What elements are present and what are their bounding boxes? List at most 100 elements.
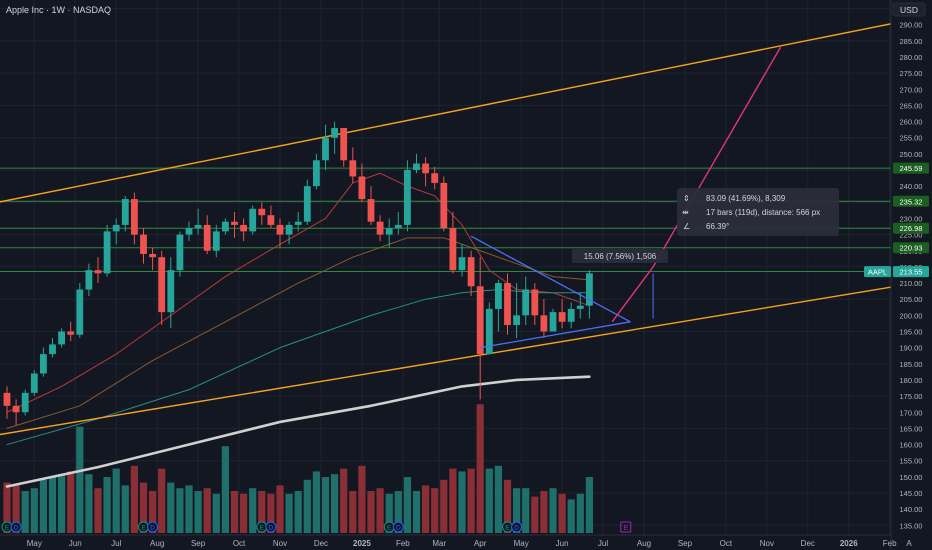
moving-average-ma_200 xyxy=(5,375,591,488)
dividend-marker xyxy=(265,521,277,533)
candle-body xyxy=(431,173,439,183)
measure-range-icon: ⇕ xyxy=(683,194,690,203)
price-tick-label: 280.00 xyxy=(900,53,923,62)
candle-body xyxy=(531,289,539,316)
candle-body xyxy=(194,224,202,229)
price-tag: 213.55 xyxy=(900,268,923,277)
volume-bar xyxy=(585,477,593,533)
trend-channel[interactable] xyxy=(0,14,932,436)
candle-body xyxy=(385,228,393,235)
volume-bar xyxy=(3,482,11,533)
volume-bar xyxy=(494,465,502,533)
time-tick-label: Nov xyxy=(273,539,287,548)
volume-bar xyxy=(203,488,211,533)
time-tick-label: May xyxy=(514,539,529,548)
candle-body xyxy=(258,208,266,216)
volume-bar xyxy=(331,474,339,533)
chart-title: Apple Inc · 1W · NASDAQ xyxy=(6,5,111,15)
level-label-bg xyxy=(893,242,929,254)
earnings-marker-label: E xyxy=(387,525,392,532)
projection-path xyxy=(611,46,782,323)
price-tag-bg xyxy=(893,266,929,278)
candle-body xyxy=(358,176,366,200)
triangle-pattern[interactable] xyxy=(470,235,631,349)
candle-body xyxy=(440,182,448,229)
price-tick-label: 195.00 xyxy=(900,328,923,337)
volume-bar xyxy=(376,488,384,533)
volume-bar xyxy=(103,477,111,533)
time-tick-label: Feb xyxy=(883,539,897,548)
symbol-tag: AAPL xyxy=(868,268,887,277)
volume-bar xyxy=(285,493,293,533)
time-tick-label: Jul xyxy=(598,539,608,548)
price-tick-label: 145.00 xyxy=(900,489,923,498)
volume-bar xyxy=(394,491,402,533)
last-price-tag: AAPL 213.55 xyxy=(864,266,929,278)
grid xyxy=(0,0,891,535)
candle-body xyxy=(576,305,584,309)
level-label-bg xyxy=(893,162,929,174)
volume-bar xyxy=(149,491,157,533)
volume-bar xyxy=(167,482,175,533)
volume-bar xyxy=(12,485,20,533)
volume-bar xyxy=(485,468,493,533)
candle-body xyxy=(322,137,329,161)
time-tick-label: Sep xyxy=(678,539,693,548)
candle-body xyxy=(167,270,175,313)
time-tick-label: Jun xyxy=(556,539,569,548)
volume-bar xyxy=(549,488,557,533)
auto-scale-button[interactable]: A xyxy=(906,539,912,548)
volume-bar xyxy=(367,491,375,533)
candle-body xyxy=(222,221,229,232)
earnings-marker-label: E xyxy=(623,525,628,532)
candle-body xyxy=(467,257,475,287)
volume-bar xyxy=(458,471,466,533)
candle-body xyxy=(513,315,520,326)
time-axis[interactable]: May Jun Jul Aug Sep Oct Nov Dec 2025 Feb Mar Apr May… xyxy=(27,539,897,548)
price-tick-label: 155.00 xyxy=(900,457,923,466)
candle-body xyxy=(185,228,193,235)
measure-box xyxy=(677,188,839,236)
candle-body xyxy=(140,234,147,254)
volume-bar xyxy=(467,468,475,533)
candle-body xyxy=(485,308,493,355)
currency-badge[interactable]: USD xyxy=(900,5,918,15)
dividend-marker xyxy=(147,521,159,533)
price-tick-label: 175.00 xyxy=(900,392,923,401)
price-tick-label: 150.00 xyxy=(900,473,923,482)
volume-bar xyxy=(321,477,330,533)
price-tick-label: 165.00 xyxy=(900,424,923,433)
price-tick-label: 185.00 xyxy=(900,360,923,369)
earnings-marker-label: E xyxy=(141,525,146,532)
candle-body xyxy=(285,224,293,235)
volume-bar xyxy=(212,493,220,533)
candle-body xyxy=(49,344,56,355)
price-tick-label: 270.00 xyxy=(900,85,923,94)
volume-bar xyxy=(303,479,311,533)
time-tick-label: Feb xyxy=(396,539,410,548)
volume-bar xyxy=(431,488,439,533)
candle-body xyxy=(276,224,284,235)
currency-badge-bg[interactable] xyxy=(892,2,926,17)
volume-bar xyxy=(267,493,275,533)
candle-body xyxy=(240,224,247,232)
candle-body xyxy=(394,224,402,229)
volume-bar xyxy=(94,488,102,533)
price-projection[interactable] xyxy=(611,46,782,323)
candle-body xyxy=(340,128,348,161)
price-tick-label: 205.00 xyxy=(900,295,923,304)
candle-body xyxy=(3,392,11,406)
candle-body xyxy=(540,315,548,332)
candle-body xyxy=(422,163,429,174)
price-tick-label: 225.00 xyxy=(900,231,923,240)
volume-bar xyxy=(276,485,284,533)
candle-body xyxy=(112,224,120,232)
time-tick-label: May xyxy=(27,539,42,548)
time-tick-label: 2025 xyxy=(353,539,371,548)
volume-bar xyxy=(449,468,457,533)
price-tick-label: 265.00 xyxy=(900,101,923,110)
volume-bar xyxy=(576,493,584,533)
volume-bar xyxy=(340,468,348,533)
